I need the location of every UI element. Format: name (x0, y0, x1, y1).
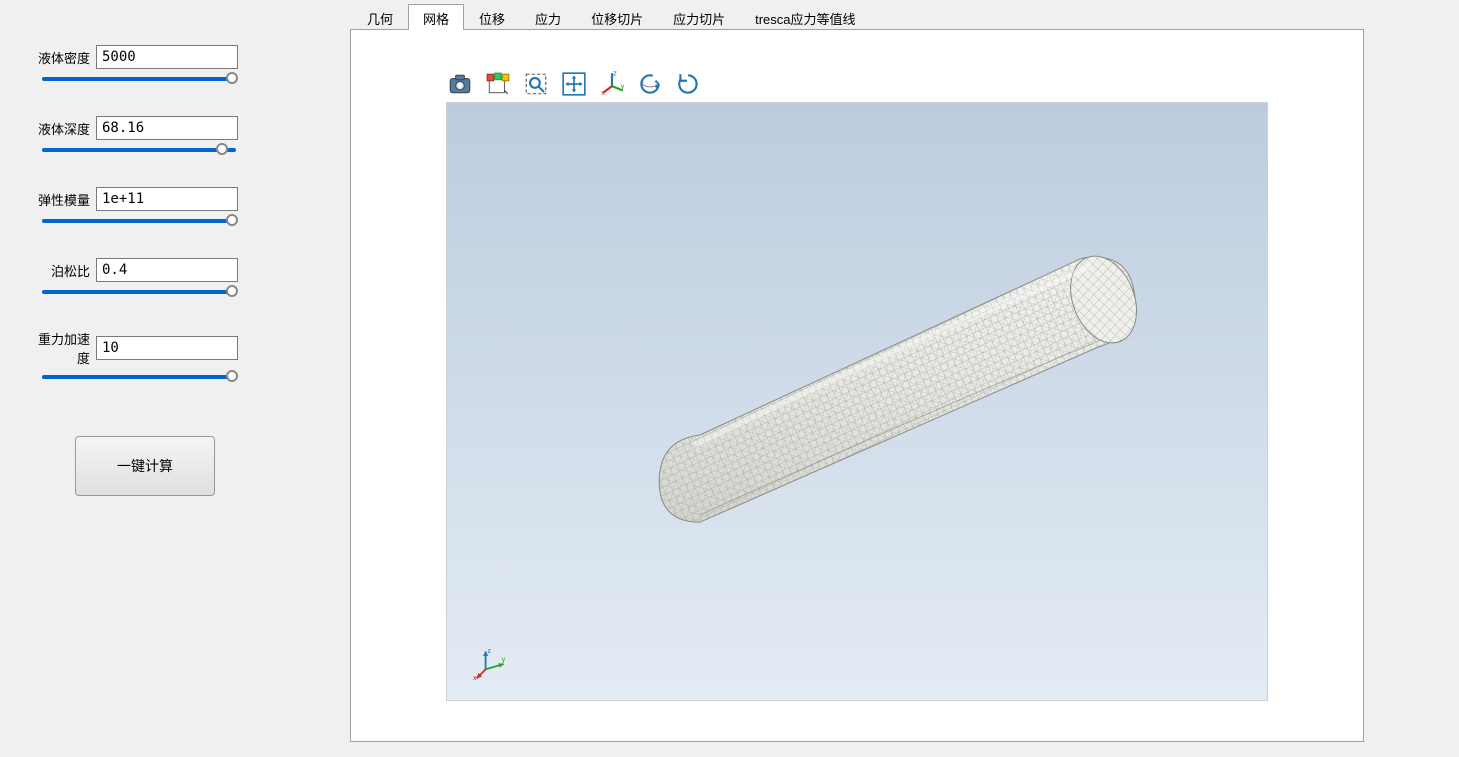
tab-displacement[interactable]: 位移 (464, 4, 520, 30)
param-group-gravity: 重力加速度 (30, 329, 320, 386)
tab-label: 位移 (479, 12, 505, 27)
tab-geometry[interactable]: 几何 (352, 4, 408, 30)
content-area: 几何 网格 位移 应力 位移切片 应力切片 tresca应力等值线 (350, 0, 1459, 757)
param-label: 泊松比 (30, 261, 90, 280)
svg-text:y: y (621, 81, 625, 90)
depth-input[interactable] (96, 116, 238, 140)
modulus-slider[interactable] (42, 214, 236, 230)
svg-text:x: x (601, 88, 605, 97)
scene-icon[interactable] (484, 70, 512, 98)
reset-icon[interactable] (674, 70, 702, 98)
axis-icon[interactable]: zy x (598, 70, 626, 98)
tab-label: 位移切片 (591, 12, 643, 27)
tab-mesh[interactable]: 网格 (408, 4, 464, 30)
viewer-panel: zyx (350, 29, 1364, 742)
tab-displacement-slice[interactable]: 位移切片 (576, 4, 658, 30)
param-label: 液体密度 (30, 48, 90, 67)
poisson-slider[interactable] (42, 285, 236, 301)
poisson-input[interactable] (96, 258, 238, 282)
tab-label: 应力切片 (673, 12, 725, 27)
gravity-input[interactable] (96, 336, 238, 360)
axis-triad-icon: z y x (473, 646, 509, 682)
depth-slider[interactable] (42, 143, 236, 159)
tab-bar: 几何 网格 位移 应力 位移切片 应力切片 tresca应力等值线 (350, 4, 1459, 30)
param-group-depth: 液体深度 (30, 116, 320, 159)
axis-x-label: x (473, 673, 477, 682)
pan-icon[interactable] (560, 70, 588, 98)
calculate-button[interactable]: 一键计算 (75, 436, 215, 496)
tab-tresca[interactable]: tresca应力等值线 (740, 4, 870, 30)
viewport-3d[interactable]: z y x (446, 102, 1268, 701)
param-group-modulus: 弹性模量 (30, 187, 320, 230)
axis-z-label: z (487, 646, 491, 655)
modulus-input[interactable] (96, 187, 238, 211)
tab-stress[interactable]: 应力 (520, 4, 576, 30)
param-group-poisson: 泊松比 (30, 258, 320, 301)
param-label: 弹性模量 (30, 190, 90, 209)
density-input[interactable] (96, 45, 238, 69)
param-group-density: 液体密度 (30, 45, 320, 88)
svg-text:z: z (613, 71, 617, 77)
mesh-cylinder (644, 240, 1152, 568)
gravity-slider[interactable] (42, 370, 236, 386)
tab-stress-slice[interactable]: 应力切片 (658, 4, 740, 30)
param-label: 重力加速度 (30, 329, 90, 367)
camera-icon[interactable] (446, 70, 474, 98)
rotate-icon[interactable] (636, 70, 664, 98)
sidebar: 液体密度 液体深度 弹性模量 (0, 0, 350, 757)
viewer-toolbar: zy x (446, 70, 702, 98)
param-label: 液体深度 (30, 119, 90, 138)
tab-label: tresca应力等值线 (755, 12, 855, 27)
tab-label: 网格 (423, 12, 449, 27)
axis-y-label: y (502, 654, 506, 663)
tab-label: 几何 (367, 12, 393, 27)
tab-label: 应力 (535, 12, 561, 27)
density-slider[interactable] (42, 72, 236, 88)
zoom-box-icon[interactable] (522, 70, 550, 98)
